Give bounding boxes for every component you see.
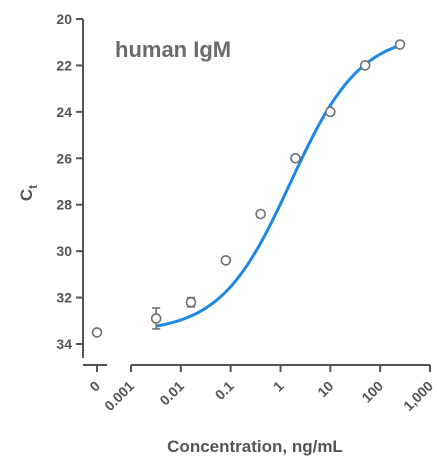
data-markers	[91, 39, 406, 338]
y-tick-label: 30	[56, 243, 72, 259]
x-tick-label: 1,000	[400, 378, 436, 414]
data-point	[185, 296, 197, 308]
x-tick-label: 10	[314, 378, 336, 400]
y-tick-label: 20	[56, 11, 72, 27]
data-point	[359, 60, 371, 71]
y-tick-label: 24	[56, 104, 72, 120]
data-point	[255, 208, 266, 220]
data-point	[290, 152, 301, 164]
y-tick-label: 26	[56, 150, 72, 166]
data-point	[394, 39, 406, 50]
y-tick-label: 22	[56, 57, 72, 73]
y-axis-title: Ct	[17, 185, 40, 201]
y-tick-label: 34	[56, 336, 72, 352]
x-tick-label: 0	[86, 378, 103, 395]
data-point	[150, 313, 162, 324]
x-tick-label: 0.001	[101, 378, 137, 414]
x-tick-label: 1	[270, 378, 287, 395]
y-axis: 20 22 24 26 28 30 32 34	[56, 11, 84, 358]
x-axis-title: Concentration, ng/mL	[167, 437, 343, 456]
y-tick-label: 32	[56, 290, 72, 306]
data-point	[91, 327, 103, 338]
data-point	[325, 106, 336, 118]
x-ticks: 00.001 0.01 0.1 1 10 100 1,000	[86, 365, 436, 414]
x-axis: 00.001 0.01 0.1 1 10 100 1,000	[83, 364, 436, 414]
fit-curve	[155, 43, 401, 328]
data-point	[220, 255, 232, 266]
x-tick-label: 0.01	[156, 378, 187, 409]
chart-title: human IgM	[115, 37, 231, 62]
y-ticks: 20 22 24 26 28 30 32 34	[56, 11, 83, 352]
x-tick-label: 0.1	[212, 378, 237, 403]
y-tick-label: 28	[56, 197, 72, 213]
x-tick-label: 100	[358, 378, 386, 406]
